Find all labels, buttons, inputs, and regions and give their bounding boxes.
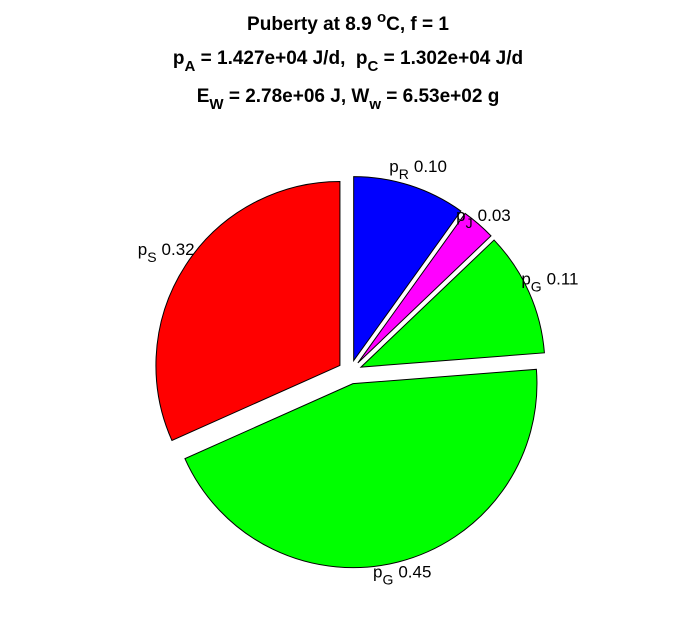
slice-label-value: 0.11 [547,269,579,288]
title-segment: w [368,96,381,113]
chart-title: Puberty at 8.9 oC, f = 1 [247,9,449,35]
slice-label-sub: R [399,166,409,182]
slice-label-sub: J [466,215,473,231]
slice-label-value: 0.32 [162,240,195,259]
chart-title: pA = 1.427e+04 J/d, pC = 1.302e+04 J/d [173,48,523,75]
pie-slice [357,212,492,364]
slice-label-sub: S [147,249,156,265]
pie-slice [359,239,545,368]
title-segment: = 1.302e+04 J/d [378,48,523,69]
title-segment: o [377,9,386,26]
slice-label-sub: G [382,571,393,587]
slice-label: pG 0.45 [373,562,431,587]
pie-slice [155,180,341,442]
slice-label-name: p [138,240,147,259]
title-segment: A [185,58,196,75]
title-segment: C, f = 1 [386,14,449,35]
slice-label: pS 0.32 [138,240,195,265]
slice-label-sub: G [531,278,542,294]
slice-label-value: 0.45 [398,562,431,581]
title-segment: Puberty at 8.9 [247,14,377,35]
slice-label-name: p [456,206,465,225]
slice-label: pG 0.11 [521,269,578,294]
title-segment: = 1.427e+04 J/d, p [195,48,367,69]
slice-label-name: p [521,269,530,288]
slice-label: pR 0.10 [389,157,447,182]
pie-slice [353,176,462,363]
slice-label-value: 0.10 [414,157,447,176]
title-segment: C [368,58,379,75]
pie-slice [184,368,538,569]
title-segment: p [173,48,185,69]
slice-label: pJ 0.03 [456,206,511,231]
chart-title: EW = 2.78e+06 J, Ww = 6.53e+02 g [197,86,500,113]
slice-label-name: p [389,157,398,176]
title-segment: E [197,86,210,107]
title-segment: W [209,96,224,113]
slice-label-value: 0.03 [478,206,511,225]
slice-label-name: p [373,562,382,581]
title-segment: = 6.53e+02 g [381,86,499,107]
title-segment: = 2.78e+06 J, W [224,86,370,107]
